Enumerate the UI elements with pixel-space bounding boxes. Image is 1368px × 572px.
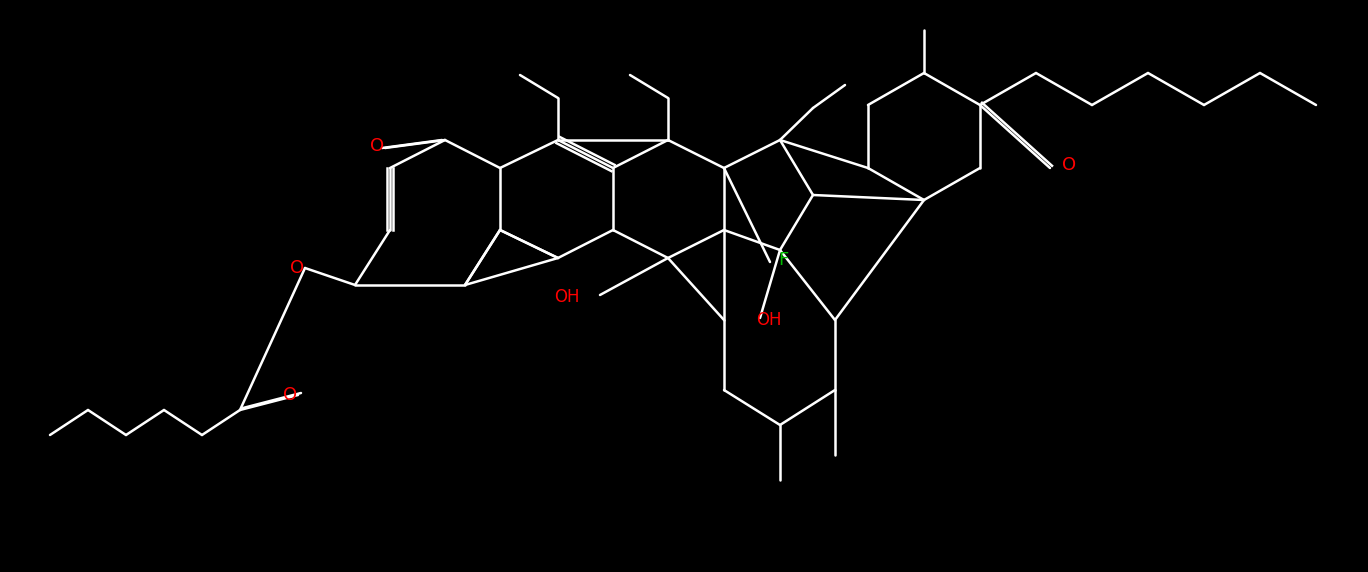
Text: OH: OH: [554, 288, 580, 306]
Text: F: F: [778, 251, 788, 269]
Text: O: O: [283, 386, 297, 404]
Text: O: O: [369, 137, 384, 155]
Text: O: O: [290, 259, 304, 277]
Text: OH: OH: [757, 311, 781, 329]
Text: O: O: [1062, 156, 1077, 174]
